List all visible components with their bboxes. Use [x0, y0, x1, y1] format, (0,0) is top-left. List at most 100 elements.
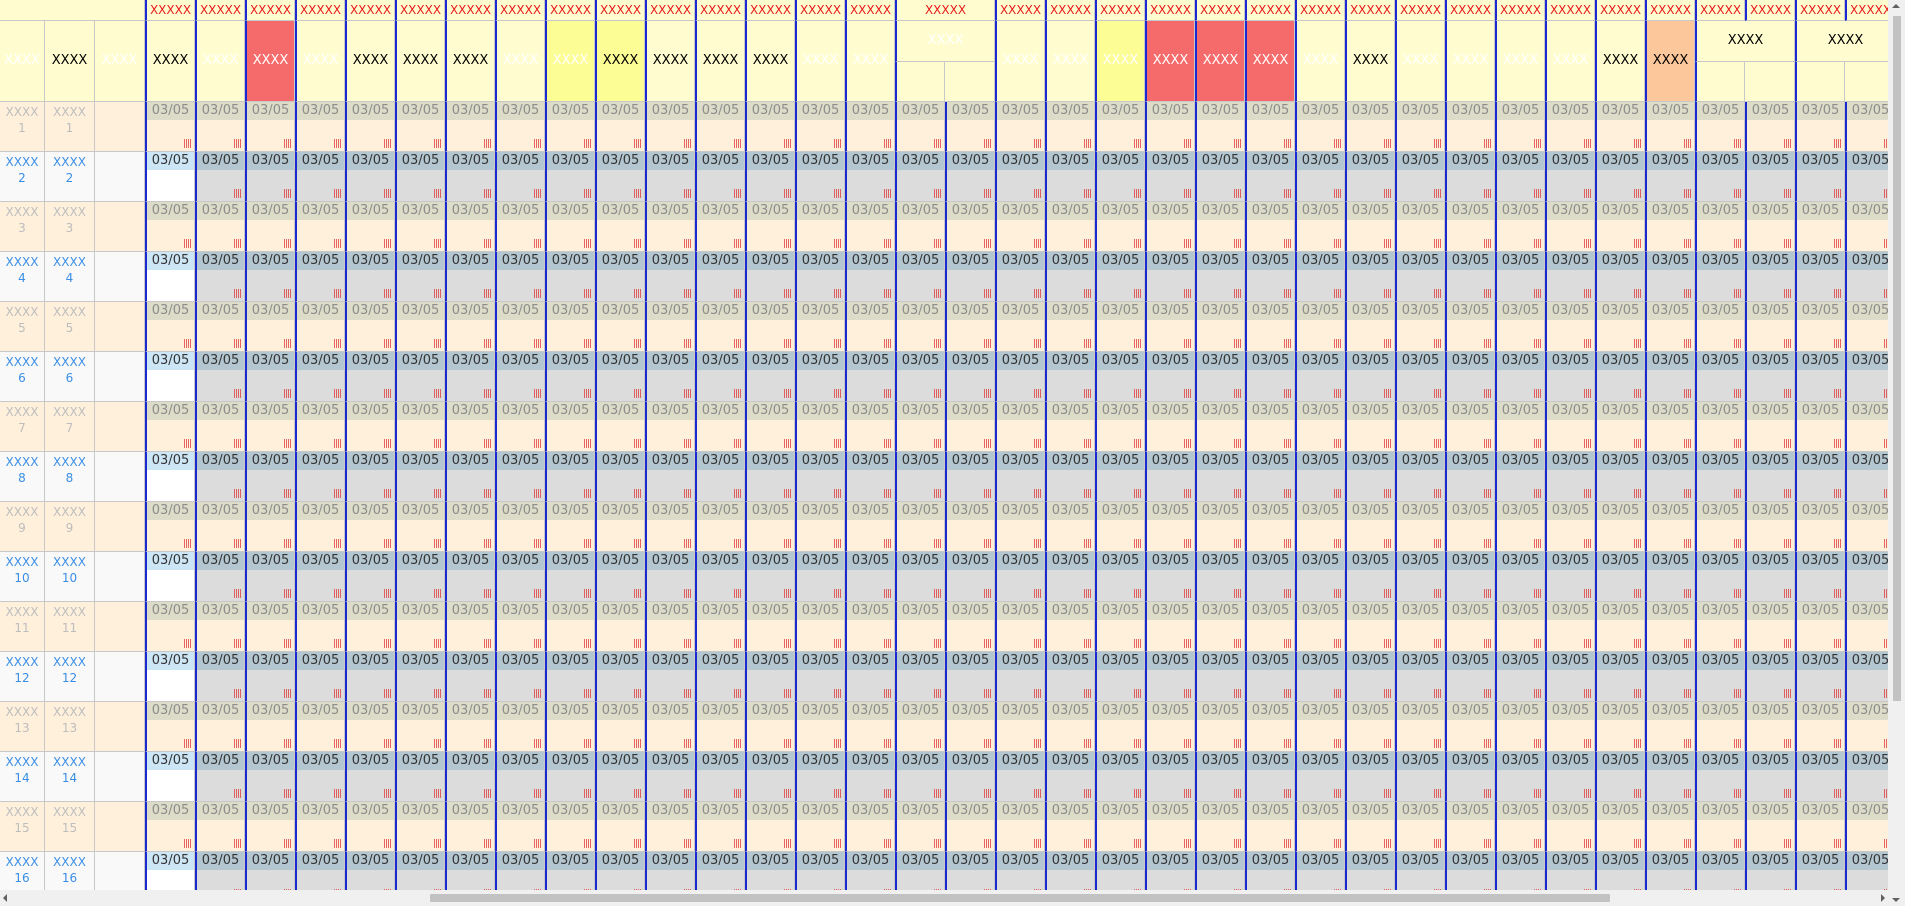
cell-date: 03/05 [1397, 652, 1444, 670]
row-label-blank [95, 252, 145, 302]
cell: 03/05 [745, 802, 795, 852]
status-mark [1034, 589, 1041, 598]
cell-date: 03/05 [897, 102, 944, 120]
scroll-left[interactable] [3, 894, 7, 902]
cell-date: 03/05 [197, 602, 244, 620]
status-mark [684, 739, 691, 748]
status-mark [1584, 139, 1591, 148]
cell: 03/05 [1495, 652, 1545, 702]
cell: 03/05 [1745, 452, 1795, 502]
cell-date: 03/05 [1097, 352, 1144, 370]
cell-date: 03/05 [1497, 602, 1544, 620]
cell-date: 03/05 [1697, 302, 1744, 320]
cell-date: 03/05 [1047, 602, 1094, 620]
status-mark [1484, 489, 1491, 498]
status-mark [484, 139, 491, 148]
status-mark [984, 239, 991, 248]
status-mark [1684, 489, 1691, 498]
cell-date: 03/05 [297, 152, 344, 170]
status-mark [484, 489, 491, 498]
status-mark [334, 689, 341, 698]
cell: 03/05 [1095, 702, 1145, 752]
status-mark [1084, 389, 1091, 398]
top-header: XXXXX [1195, 0, 1245, 21]
cell-date: 03/05 [1597, 402, 1644, 420]
cell-date: 03/05 [447, 852, 494, 870]
scroll-thumb[interactable] [1893, 16, 1901, 701]
status-mark [1334, 589, 1341, 598]
status-mark [334, 439, 341, 448]
status-mark [434, 589, 441, 598]
cell-date: 03/05 [147, 752, 194, 770]
row-label-text: XXXX [53, 305, 86, 319]
cell-date: 03/05 [497, 302, 544, 320]
cell: 03/05 [1345, 652, 1395, 702]
cell-date: 03/05 [1297, 802, 1344, 820]
status-mark [1784, 289, 1791, 298]
scroll-right[interactable] [1881, 894, 1885, 902]
status-mark [884, 439, 891, 448]
cell: 03/05 [295, 552, 345, 602]
cell-date: 03/05 [747, 202, 794, 220]
cell: 03/05 [1495, 602, 1545, 652]
scroll-down[interactable] [1892, 898, 1900, 902]
cell-date: 03/05 [397, 202, 444, 220]
vertical-scrollbar[interactable] [1888, 0, 1905, 906]
cell-date: 03/05 [1197, 802, 1244, 820]
top-header: XXXXX [645, 0, 695, 21]
cell-date: 03/05 [1297, 852, 1344, 870]
cell: 03/05 [1445, 102, 1495, 152]
cell-date: 03/05 [797, 502, 844, 520]
horizontal-scrollbar[interactable] [0, 890, 1888, 906]
row-label: XXXX 5 [45, 302, 95, 352]
cell-date: 03/05 [247, 552, 294, 570]
cell: 03/05 [545, 752, 595, 802]
status-mark [584, 789, 591, 798]
cell-date: 03/05 [1297, 202, 1344, 220]
cell-date: 03/05 [1147, 502, 1194, 520]
cell: 03/05 [395, 802, 445, 852]
row-label: XXXX 8 [45, 452, 95, 502]
status-mark [534, 439, 541, 448]
cell: 03/05 [695, 302, 745, 352]
cell: 03/05 [145, 652, 195, 702]
cell-date: 03/05 [1847, 852, 1888, 870]
cell-date: 03/05 [697, 152, 744, 170]
cell-date: 03/05 [947, 452, 994, 470]
cell-date: 03/05 [1097, 802, 1144, 820]
cell: 03/05 [1845, 452, 1888, 502]
status-mark [1534, 239, 1541, 248]
status-mark [434, 689, 441, 698]
status-mark [984, 639, 991, 648]
cell-date: 03/05 [1247, 852, 1294, 870]
status-mark [684, 439, 691, 448]
cell-date: 03/05 [1147, 702, 1194, 720]
top-header: XXXXX [895, 0, 995, 21]
cell-date: 03/05 [347, 702, 394, 720]
scroll-up[interactable] [1892, 4, 1900, 8]
cell-date: 03/05 [897, 302, 944, 320]
status-mark [684, 889, 691, 890]
cell-date: 03/05 [1797, 152, 1844, 170]
cell-date: 03/05 [897, 202, 944, 220]
cell: 03/05 [1045, 302, 1095, 352]
status-mark [284, 589, 291, 598]
cell: 03/05 [995, 652, 1045, 702]
scroll-thumb[interactable] [430, 894, 1610, 902]
cell: 03/05 [1695, 552, 1745, 602]
cell-date: 03/05 [197, 302, 244, 320]
cell: 03/05 [1395, 252, 1445, 302]
cell: 03/05 [1245, 202, 1295, 252]
cell: 03/05 [745, 202, 795, 252]
status-mark [1434, 389, 1441, 398]
cell: 03/05 [1695, 602, 1745, 652]
top-header: XXXXX [295, 0, 345, 21]
status-mark [434, 439, 441, 448]
cell-date: 03/05 [647, 502, 694, 520]
cell: 03/05 [145, 552, 195, 602]
status-mark [484, 839, 491, 848]
status-mark [834, 639, 841, 648]
cell: 03/05 [1795, 452, 1845, 502]
status-mark [284, 689, 291, 698]
cell-date: 03/05 [797, 252, 844, 270]
